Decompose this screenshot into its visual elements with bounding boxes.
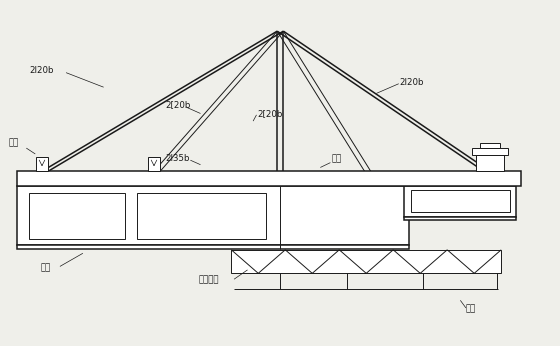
- Text: 架体: 架体: [40, 263, 50, 272]
- Bar: [411, 190, 510, 212]
- Text: 2I20b: 2I20b: [400, 78, 424, 87]
- Text: 2[20b: 2[20b: [165, 100, 190, 109]
- Bar: [480, 144, 500, 148]
- Bar: [137, 193, 266, 239]
- Text: 2[20b: 2[20b: [258, 109, 283, 118]
- Bar: [404, 217, 516, 220]
- Bar: [29, 193, 125, 239]
- Text: 走板: 走板: [332, 154, 342, 163]
- Bar: [17, 186, 409, 245]
- Text: 2I35b: 2I35b: [165, 154, 190, 163]
- Bar: [17, 245, 409, 249]
- Text: 底模桦片: 底模桦片: [199, 276, 220, 285]
- Bar: [148, 157, 160, 171]
- Bar: [17, 171, 521, 186]
- Bar: [476, 155, 504, 171]
- Bar: [36, 157, 48, 171]
- Text: 锈杆: 锈杆: [8, 138, 18, 147]
- Text: 吊杆: 吊杆: [466, 304, 476, 313]
- Bar: [231, 250, 501, 273]
- Bar: [472, 148, 508, 155]
- Bar: [404, 186, 516, 217]
- Text: 2I20b: 2I20b: [29, 66, 54, 75]
